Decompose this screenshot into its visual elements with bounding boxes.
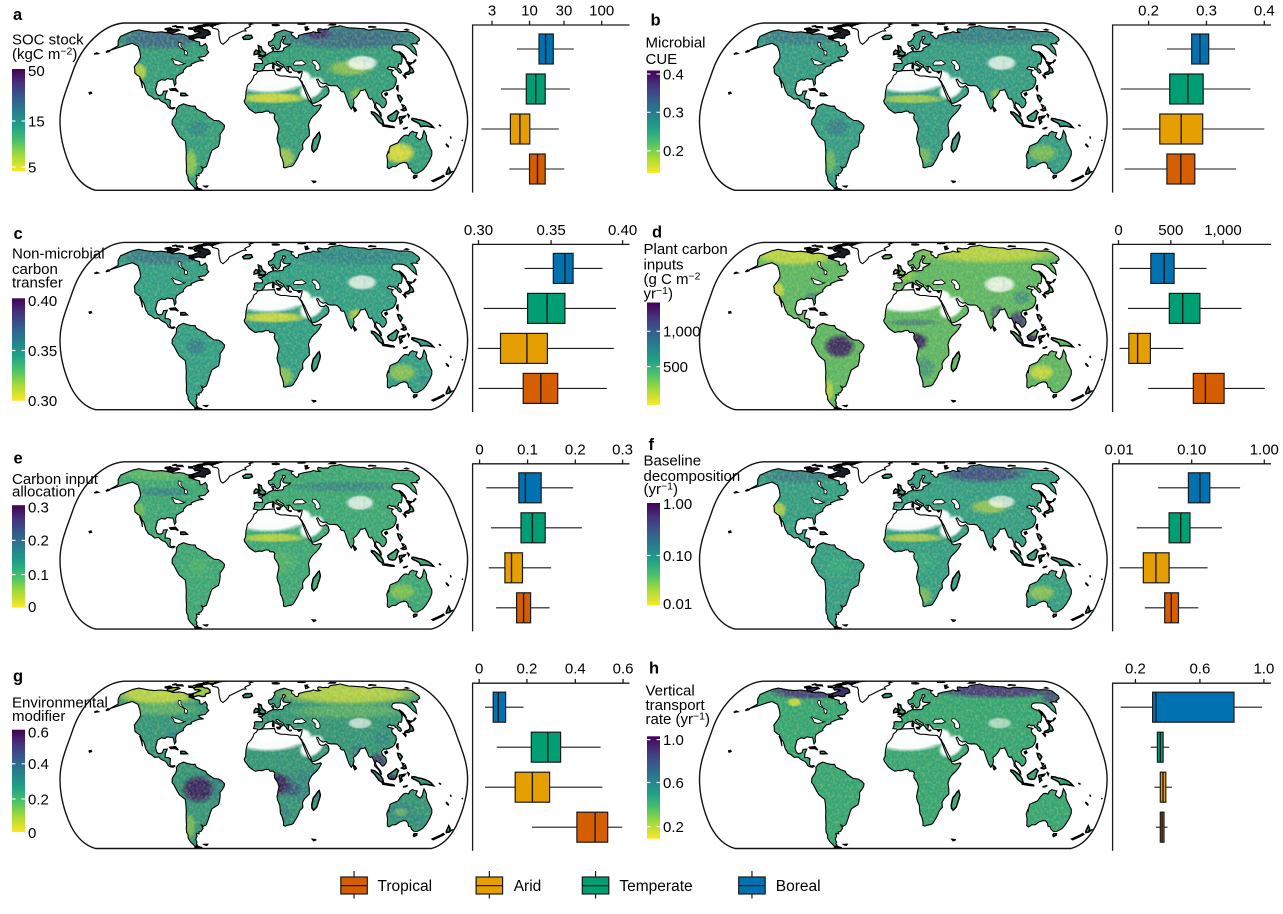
svg-text:Vertical: Vertical: [646, 683, 695, 700]
svg-text:0.6: 0.6: [1189, 661, 1210, 678]
svg-text:1.00: 1.00: [663, 496, 692, 513]
svg-text:0.3: 0.3: [1196, 3, 1217, 20]
svg-text:0: 0: [1114, 222, 1122, 239]
svg-text:0.2: 0.2: [1138, 3, 1159, 20]
svg-text:f: f: [649, 436, 655, 454]
svg-text:0.6: 0.6: [613, 661, 634, 678]
svg-text:rate (yr−1): rate (yr−1): [646, 711, 711, 729]
svg-text:SOC stock: SOC stock: [12, 32, 84, 49]
svg-text:15: 15: [28, 113, 45, 130]
svg-text:0.10: 0.10: [663, 548, 692, 565]
svg-text:Carbon input: Carbon input: [12, 471, 99, 488]
svg-text:1.00: 1.00: [1250, 441, 1279, 458]
svg-text:decomposition: decomposition: [644, 468, 741, 485]
svg-text:e: e: [14, 449, 23, 467]
svg-text:0.30: 0.30: [464, 222, 493, 239]
svg-text:0.4: 0.4: [565, 661, 586, 678]
svg-text:5: 5: [28, 159, 36, 176]
svg-text:0: 0: [475, 661, 483, 678]
svg-text:0.10: 0.10: [1177, 441, 1206, 458]
svg-text:Microbial: Microbial: [646, 34, 706, 51]
svg-text:Baseline: Baseline: [644, 453, 702, 470]
svg-text:30: 30: [556, 3, 573, 20]
svg-text:0.3: 0.3: [612, 441, 633, 458]
svg-text:transport: transport: [646, 697, 706, 714]
svg-text:0: 0: [28, 599, 36, 616]
svg-text:0: 0: [28, 825, 36, 842]
svg-text:0.2: 0.2: [663, 143, 684, 160]
svg-text:1.0: 1.0: [1253, 661, 1274, 678]
svg-text:3: 3: [488, 3, 496, 20]
svg-text:Boreal: Boreal: [776, 878, 821, 895]
svg-text:0.30: 0.30: [28, 393, 57, 410]
svg-text:h: h: [649, 660, 659, 678]
svg-text:allocation: allocation: [12, 483, 75, 500]
svg-text:100: 100: [589, 3, 614, 20]
svg-text:0.40: 0.40: [608, 222, 637, 239]
svg-text:500: 500: [663, 359, 688, 376]
svg-text:(g C m−2: (g C m−2: [644, 271, 701, 289]
svg-text:0.2: 0.2: [663, 819, 684, 836]
svg-text:0.3: 0.3: [663, 105, 684, 122]
svg-text:modifier: modifier: [12, 708, 65, 725]
svg-text:Plant carbon: Plant carbon: [644, 241, 728, 258]
svg-text:transfer: transfer: [12, 274, 63, 291]
svg-text:0.2: 0.2: [516, 661, 537, 678]
svg-text:0.01: 0.01: [1104, 441, 1133, 458]
svg-text:0.2: 0.2: [565, 441, 586, 458]
svg-text:a: a: [13, 6, 23, 24]
svg-text:0.1: 0.1: [517, 441, 538, 458]
svg-text:500: 500: [1158, 222, 1183, 239]
svg-text:0.1: 0.1: [28, 567, 49, 584]
svg-text:b: b: [651, 11, 661, 29]
svg-text:1,000: 1,000: [1204, 222, 1242, 239]
svg-text:d: d: [652, 224, 662, 242]
svg-text:0.01: 0.01: [663, 596, 692, 613]
svg-text:0.40: 0.40: [28, 293, 57, 310]
svg-text:0.35: 0.35: [28, 343, 57, 360]
svg-text:50: 50: [28, 63, 45, 80]
svg-text:0.2: 0.2: [28, 791, 49, 808]
svg-text:g: g: [13, 668, 23, 686]
svg-text:Non-microbial: Non-microbial: [12, 246, 105, 263]
svg-text:0.6: 0.6: [28, 724, 49, 741]
svg-text:Tropical: Tropical: [378, 878, 433, 895]
svg-text:0.4: 0.4: [1254, 3, 1275, 20]
svg-text:0.3: 0.3: [28, 500, 49, 517]
svg-text:1.0: 1.0: [663, 732, 684, 749]
svg-text:Arid: Arid: [514, 878, 542, 895]
svg-text:yr−1): yr−1): [644, 285, 673, 303]
svg-text:1,000: 1,000: [663, 324, 701, 341]
svg-text:0.35: 0.35: [536, 222, 565, 239]
svg-text:carbon: carbon: [12, 261, 58, 278]
svg-text:Temperate: Temperate: [619, 878, 692, 895]
svg-text:Environmental: Environmental: [12, 695, 108, 712]
svg-text:10: 10: [521, 3, 538, 20]
svg-text:(kgC m−2): (kgC m−2): [12, 45, 77, 63]
svg-text:0: 0: [475, 441, 483, 458]
svg-text:CUE: CUE: [646, 51, 678, 68]
svg-text:0.4: 0.4: [663, 66, 684, 83]
svg-text:0.2: 0.2: [28, 533, 49, 550]
svg-text:inputs: inputs: [644, 257, 684, 274]
svg-text:(yr−1): (yr−1): [644, 481, 678, 499]
svg-text:0.6: 0.6: [663, 775, 684, 792]
svg-text:0.4: 0.4: [28, 756, 49, 773]
svg-text:c: c: [14, 225, 23, 243]
svg-text:0.2: 0.2: [1125, 661, 1146, 678]
